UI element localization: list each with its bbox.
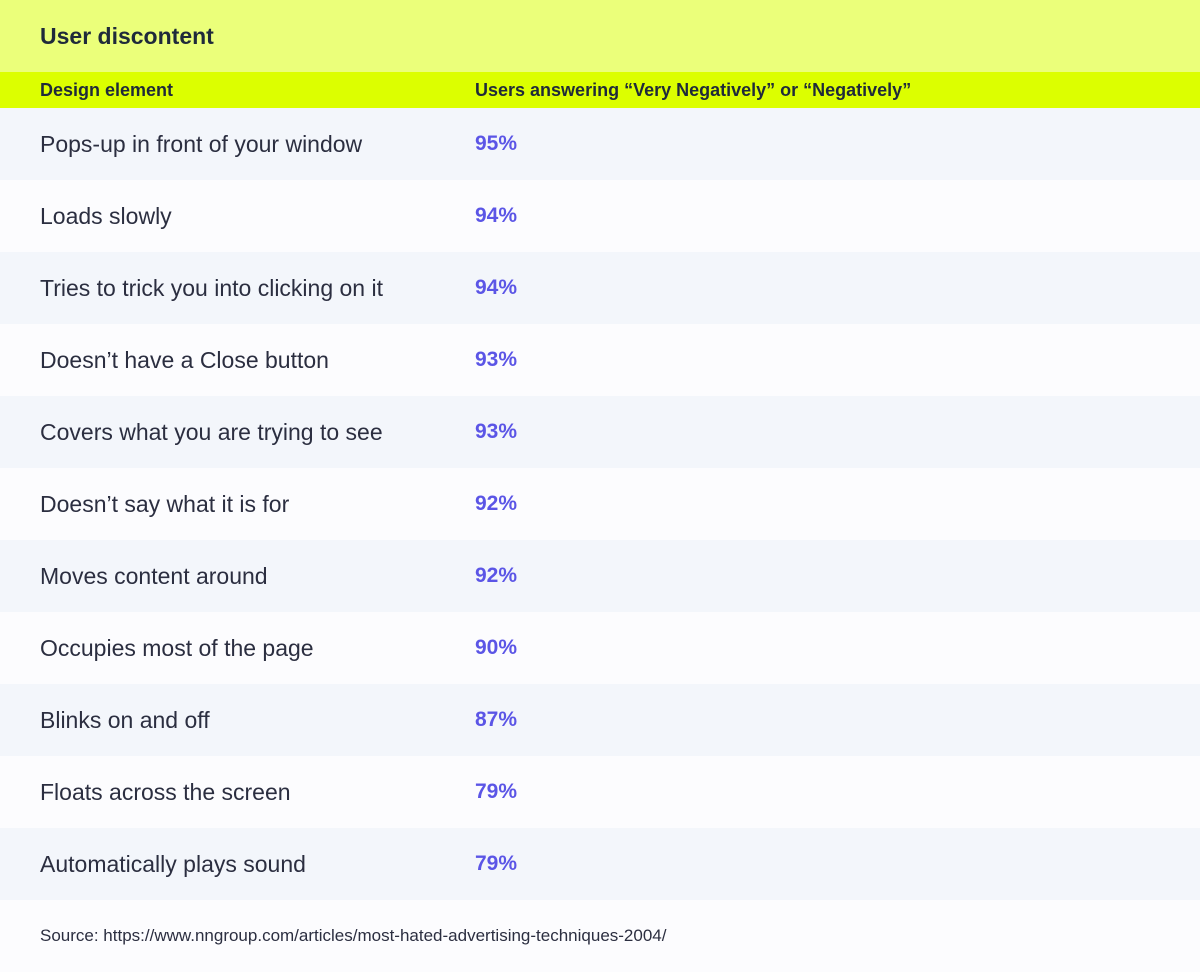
percentage-cell: 95% <box>475 132 518 155</box>
percentage-cell: 92% <box>475 564 518 587</box>
table-row: Pops-up in front of your window 95% <box>0 108 1200 180</box>
design-element-cell: Covers what you are trying to see <box>40 418 383 445</box>
design-element-cell: Occupies most of the page <box>40 634 314 661</box>
design-element-cell: Tries to trick you into clicking on it <box>40 274 383 301</box>
table-row: Doesn’t have a Close button 93% <box>0 324 1200 396</box>
percentage-cell: 94% <box>475 276 518 299</box>
design-element-cell: Loads slowly <box>40 202 172 229</box>
table-row: Tries to trick you into clicking on it 9… <box>0 252 1200 324</box>
percentage-cell: 79% <box>475 852 518 875</box>
table-title-bar: User discontent <box>0 0 1200 72</box>
percentage-cell: 94% <box>475 204 518 227</box>
column-header-design-element: Design element <box>40 79 174 100</box>
design-element-cell: Automatically plays sound <box>40 850 306 877</box>
table-header: Design element Users answering “Very Neg… <box>0 72 1200 108</box>
table-row: Automatically plays sound 79% <box>0 828 1200 900</box>
table-row: Doesn’t say what it is for 92% <box>0 468 1200 540</box>
design-element-cell: Doesn’t have a Close button <box>40 346 329 373</box>
table-row: Occupies most of the page 90% <box>0 612 1200 684</box>
table-row: Covers what you are trying to see 93% <box>0 396 1200 468</box>
percentage-cell: 90% <box>475 636 518 659</box>
table-row: Floats across the screen 79% <box>0 756 1200 828</box>
percentage-cell: 93% <box>475 348 518 371</box>
design-element-cell: Pops-up in front of your window <box>40 130 363 157</box>
column-header-negative-share: Users answering “Very Negatively” or “Ne… <box>475 79 912 100</box>
source-note: Source: https://www.nngroup.com/articles… <box>40 926 667 945</box>
table-row: Moves content around 92% <box>0 540 1200 612</box>
design-element-cell: Doesn’t say what it is for <box>40 490 290 517</box>
table-row: Loads slowly 94% <box>0 180 1200 252</box>
table-body: Pops-up in front of your window 95% Load… <box>0 108 1200 900</box>
table-title: User discontent <box>40 22 214 49</box>
design-element-cell: Floats across the screen <box>40 778 291 805</box>
design-element-cell: Blinks on and off <box>40 706 210 733</box>
design-element-cell: Moves content around <box>40 562 268 589</box>
percentage-cell: 92% <box>475 492 518 515</box>
percentage-cell: 79% <box>475 780 518 803</box>
table-row: Blinks on and off 87% <box>0 684 1200 756</box>
percentage-cell: 87% <box>475 708 518 731</box>
percentage-cell: 93% <box>475 420 518 443</box>
